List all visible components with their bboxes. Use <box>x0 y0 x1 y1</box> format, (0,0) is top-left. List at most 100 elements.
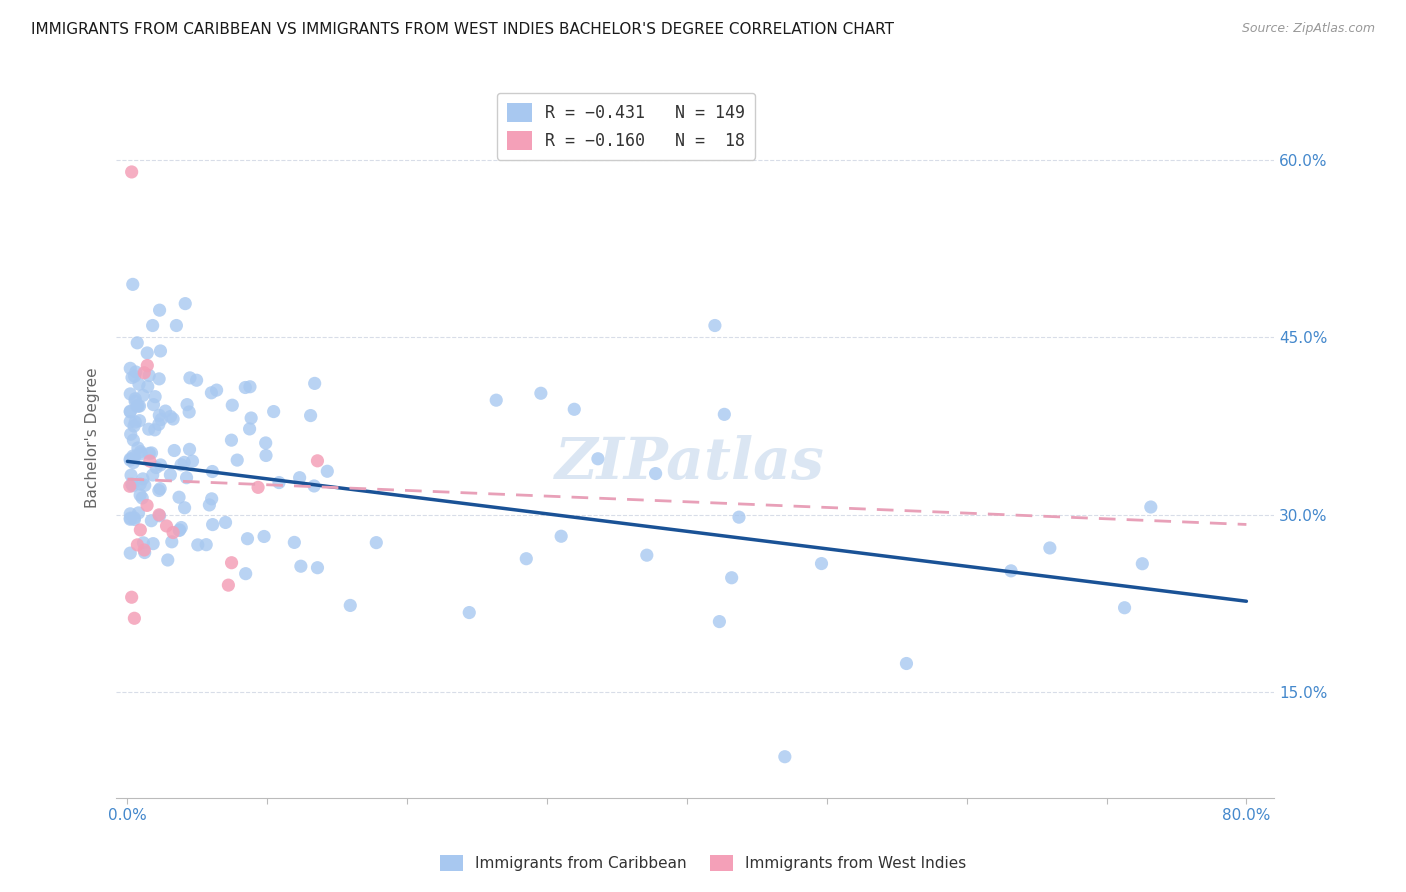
Point <box>149 508 172 523</box>
Point <box>290 559 312 574</box>
Point <box>485 393 508 408</box>
Point <box>149 458 172 472</box>
Point <box>267 475 290 490</box>
Point <box>124 611 146 625</box>
Point <box>247 480 270 494</box>
Point <box>1114 600 1136 615</box>
Point <box>1000 564 1022 578</box>
Point <box>120 511 142 525</box>
Legend: Immigrants from Caribbean, Immigrants from West Indies: Immigrants from Caribbean, Immigrants fr… <box>434 849 972 877</box>
Point <box>201 465 224 479</box>
Point <box>125 365 148 379</box>
Point <box>136 499 159 513</box>
Point <box>148 372 170 386</box>
Point <box>773 749 796 764</box>
Point <box>703 318 725 333</box>
Point <box>179 442 201 457</box>
Point <box>167 524 190 538</box>
Point <box>124 394 146 409</box>
Point <box>142 398 165 412</box>
Point <box>121 277 143 292</box>
Point <box>159 409 181 424</box>
Point <box>132 388 155 402</box>
Point <box>307 560 329 574</box>
Point <box>120 427 142 442</box>
Point <box>128 506 150 520</box>
Point <box>134 543 156 558</box>
Point <box>134 366 156 380</box>
Point <box>122 449 145 463</box>
Point <box>195 538 218 552</box>
Point <box>236 532 259 546</box>
Legend: R = −0.431   N = 149, R = −0.160   N =  18: R = −0.431 N = 149, R = −0.160 N = 18 <box>496 93 755 160</box>
Point <box>307 454 329 468</box>
Point <box>120 387 142 401</box>
Point <box>124 450 146 465</box>
Point <box>121 165 143 179</box>
Point <box>720 571 742 585</box>
Point <box>141 514 163 528</box>
Point <box>148 303 170 318</box>
Point <box>162 412 184 426</box>
Point <box>201 491 224 506</box>
Point <box>120 453 142 467</box>
Point <box>138 422 160 436</box>
Point <box>120 512 142 526</box>
Point <box>302 479 325 493</box>
Point <box>299 409 322 423</box>
Point <box>221 556 243 570</box>
Point <box>176 471 198 485</box>
Point <box>132 536 155 550</box>
Point <box>145 460 167 475</box>
Point <box>214 516 236 530</box>
Point <box>138 446 160 460</box>
Point <box>124 415 146 429</box>
Point <box>179 405 201 419</box>
Point <box>129 444 152 458</box>
Point <box>174 296 197 310</box>
Point <box>138 368 160 383</box>
Point <box>149 343 172 358</box>
Point <box>530 386 553 401</box>
Point <box>127 538 149 552</box>
Point <box>586 451 609 466</box>
Point <box>143 423 166 437</box>
Point <box>316 464 339 478</box>
Point <box>515 551 537 566</box>
Point <box>141 446 163 460</box>
Point <box>131 491 153 505</box>
Point <box>127 335 149 350</box>
Point <box>239 422 262 436</box>
Point <box>1139 500 1161 514</box>
Point <box>121 591 143 605</box>
Point <box>644 467 666 481</box>
Point <box>120 404 142 418</box>
Point <box>122 433 145 447</box>
Point <box>339 599 361 613</box>
Point <box>129 447 152 461</box>
Point <box>160 534 183 549</box>
Point <box>173 455 195 469</box>
Point <box>235 566 257 581</box>
Point <box>562 402 585 417</box>
Point <box>205 383 228 397</box>
Point <box>169 523 191 537</box>
Point <box>550 529 572 543</box>
Point <box>170 520 193 534</box>
Point <box>148 417 170 432</box>
Point <box>121 477 143 491</box>
Text: ZIPatlas: ZIPatlas <box>554 434 824 491</box>
Point <box>156 553 179 567</box>
Point <box>121 479 143 493</box>
Point <box>132 472 155 486</box>
Point <box>170 458 193 472</box>
Point <box>118 479 141 493</box>
Point <box>1039 541 1062 555</box>
Point <box>1130 557 1153 571</box>
Point <box>120 361 142 376</box>
Point <box>201 517 224 532</box>
Point <box>288 471 311 485</box>
Point <box>162 525 184 540</box>
Point <box>128 377 150 392</box>
Point <box>124 512 146 526</box>
